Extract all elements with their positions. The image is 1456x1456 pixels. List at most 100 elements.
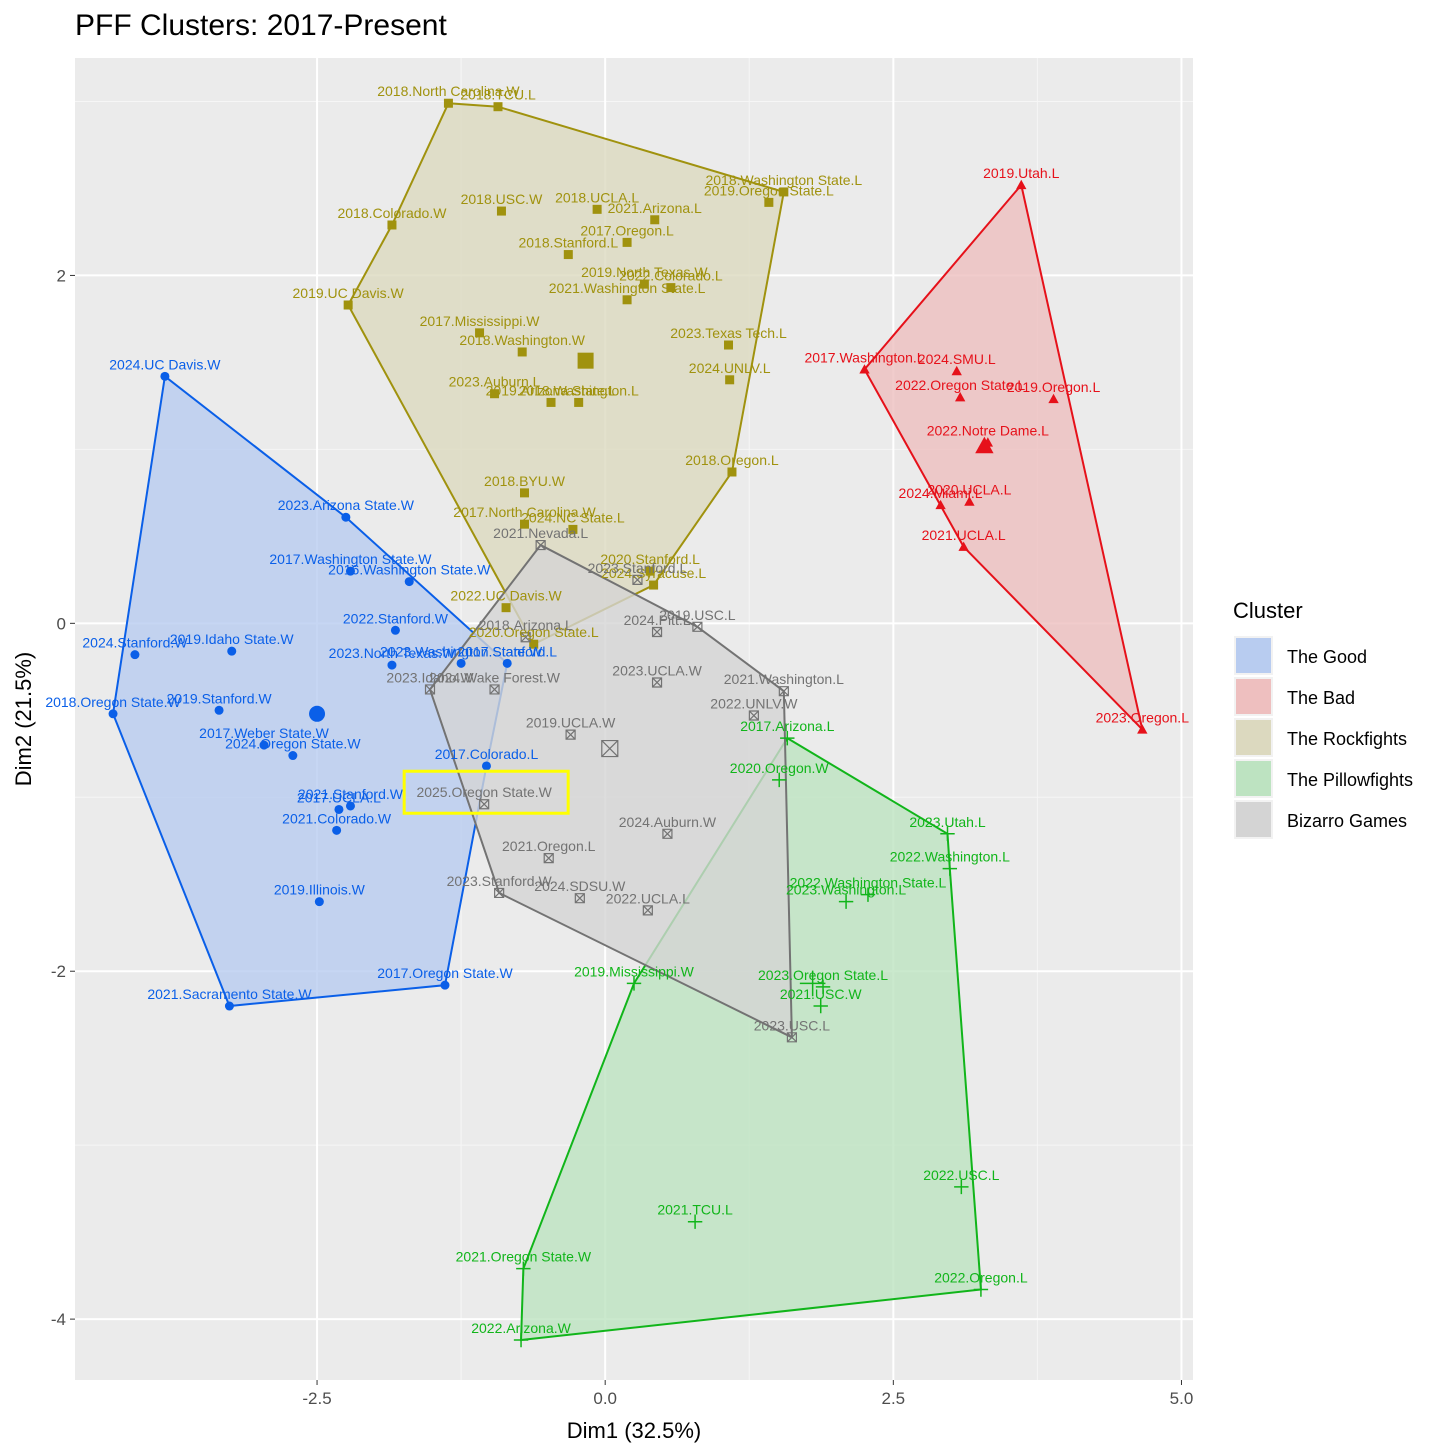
point-label: 2024.UNLV.L — [689, 360, 771, 376]
point-label: 2019.Oregon.L — [1007, 379, 1101, 395]
centroid-the-good — [309, 705, 326, 722]
point-2024-syracuse-l — [649, 580, 659, 590]
point-2018-tcu-l — [493, 102, 503, 112]
point-label: 2023.Washington.L — [786, 882, 906, 898]
point-2024-nc-state-l — [568, 524, 578, 534]
point-2022-usc-l — [954, 1179, 969, 1195]
point-label: 2018.Colorado.W — [337, 205, 447, 221]
point-2021-oregon-state-w — [516, 1261, 531, 1276]
point-label: 2022.Washington.L — [890, 849, 1010, 865]
point-2021-nevada-l — [535, 539, 546, 551]
point-label: 2021.Colorado.W — [282, 810, 392, 826]
data-points — [108, 98, 1148, 1348]
y-tick-label: 2 — [57, 266, 66, 285]
point-label: 2021.Stanford.W — [298, 786, 404, 802]
point-2023-north-texas-w — [387, 660, 397, 670]
point-2018-usc-w — [496, 206, 506, 216]
point-label: 2018.UCLA.L — [555, 189, 639, 205]
point-label: 2017.Oregon State.W — [377, 965, 513, 981]
point-label: 2022.UNLV.W — [710, 696, 798, 712]
point-2018-washington-state-l — [779, 187, 789, 197]
point-2023-washington-state-w — [456, 658, 466, 668]
point-label: 2019.USC.L — [659, 607, 735, 623]
point-label: 2024.UC Davis.W — [109, 356, 221, 372]
point-2024-stanford-w — [130, 650, 140, 660]
point-2018-ucla-l — [592, 204, 602, 214]
point-2017-oregon-state-w — [440, 980, 450, 990]
point-label: 2021.UCLA.L — [922, 527, 1006, 543]
point-label: 2022.Washington State.L — [790, 875, 947, 891]
point-label: 2017.Colorado.L — [435, 746, 539, 762]
point-2023-texas-tech-l — [724, 340, 734, 350]
point-2021-arizona-l — [650, 215, 660, 225]
point-label: 2019.Oregon State.L — [704, 182, 834, 198]
point-label: 2018.Stanford.L — [518, 235, 618, 251]
point-2021-oregon-l — [543, 853, 554, 864]
point-2021-ucla-l — [958, 541, 969, 551]
point-label: 2021.Oregon State.W — [456, 1249, 592, 1265]
point-label: 2020.UCLA.L — [927, 482, 1011, 498]
point-label: 2017.Mississippi.W — [420, 313, 541, 329]
point-2019-illinois-w — [314, 897, 324, 907]
point-2024-auburn-w — [662, 828, 673, 839]
point-label: 2018.Oregon State.W — [45, 694, 181, 710]
point-2023-usc-l — [786, 1032, 798, 1043]
legend-swatch-the-pillowfights — [1236, 761, 1271, 796]
point-2024-uc-davis-w — [160, 371, 170, 381]
point-label: 2024.Miami.L — [899, 485, 983, 501]
point-2019-oregon-state-l — [764, 197, 774, 207]
point-2022-arizona-w — [513, 1332, 529, 1348]
point-label: 2022.Notre Dame.L — [927, 422, 1049, 438]
point-label: 2018.TCU.L — [460, 87, 536, 103]
point-label: 2017.Washington State.W — [269, 551, 432, 567]
point-2018-stanford-l — [563, 250, 573, 260]
point-label: 2023.Arizona State.W — [278, 497, 415, 513]
point-label: 2022.Stanford.W — [343, 610, 449, 626]
point-2018-washington-w — [517, 347, 527, 357]
y-tick-label: 0 — [57, 614, 66, 633]
legend-swatch-the-rockfights — [1236, 720, 1271, 755]
point-2019-mississippi-w — [626, 976, 642, 991]
point-2020-stanford-l — [645, 566, 655, 576]
point-label: 2022.Oregon State.L — [895, 377, 1025, 393]
x-tick-label: 5.0 — [1170, 1389, 1194, 1408]
point-2021-washington-state-l — [622, 295, 632, 305]
point-label: 2023.USC.L — [754, 1017, 830, 1033]
point-label: 2024.SDSU.W — [534, 878, 626, 894]
point-2023-oregon-state-l — [815, 979, 831, 995]
point-label: 2021.Washington.L — [724, 671, 844, 687]
legend-swatch-bizarro-games — [1236, 802, 1271, 837]
hull-the-good — [112, 374, 509, 1008]
point-label: 2023.Auburn.L — [449, 374, 541, 390]
point-label: 2024.Stanford.W — [82, 635, 188, 651]
point-label: 2018.Washington State.L — [705, 172, 862, 188]
y-tick-label: -2 — [51, 962, 66, 981]
point-label: 2023.Oregon State.L — [758, 967, 888, 983]
point-label: 2018.North Carolina.W — [377, 83, 520, 99]
point-2021-sacramento-state-w — [224, 1001, 234, 1011]
point-label: 2022.Arizona.W — [471, 1320, 571, 1336]
point-2023-washington-l — [838, 894, 854, 909]
point-2018-byu-w — [520, 488, 530, 498]
point-label: 2021.USC.W — [780, 986, 862, 1002]
point-2021-colorado-w — [332, 825, 342, 835]
point-label: 2019.Utah.L — [983, 165, 1059, 181]
point-2017-washington-state-w — [345, 566, 355, 576]
x-tick-label: 2.5 — [882, 1389, 906, 1408]
point-2022-colorado-l — [666, 283, 676, 293]
point-2018-oregon-l — [727, 467, 737, 477]
point-2024-miami-l — [935, 499, 946, 510]
point-label: 2019.Arizona State.L — [486, 382, 617, 398]
point-label: 2023.Stanford.L — [588, 560, 688, 576]
point-2019-uc-davis-w — [343, 300, 353, 310]
point-2017-north-carolina-w — [520, 519, 530, 529]
point-2019-oregon-l — [1048, 393, 1059, 404]
x-tick-label: 0.0 — [593, 1389, 617, 1408]
point-2022-uc-davis-w — [501, 603, 511, 613]
point-label: 2018.BYU.W — [484, 473, 566, 489]
point-2022-oregon-l — [973, 1282, 989, 1297]
point-2021-washington-l — [778, 686, 789, 697]
point-label: 2017.Weber State.W — [199, 725, 329, 741]
point-2019-arizona-state-l — [546, 397, 556, 407]
point-2024-smu-l — [951, 365, 962, 376]
